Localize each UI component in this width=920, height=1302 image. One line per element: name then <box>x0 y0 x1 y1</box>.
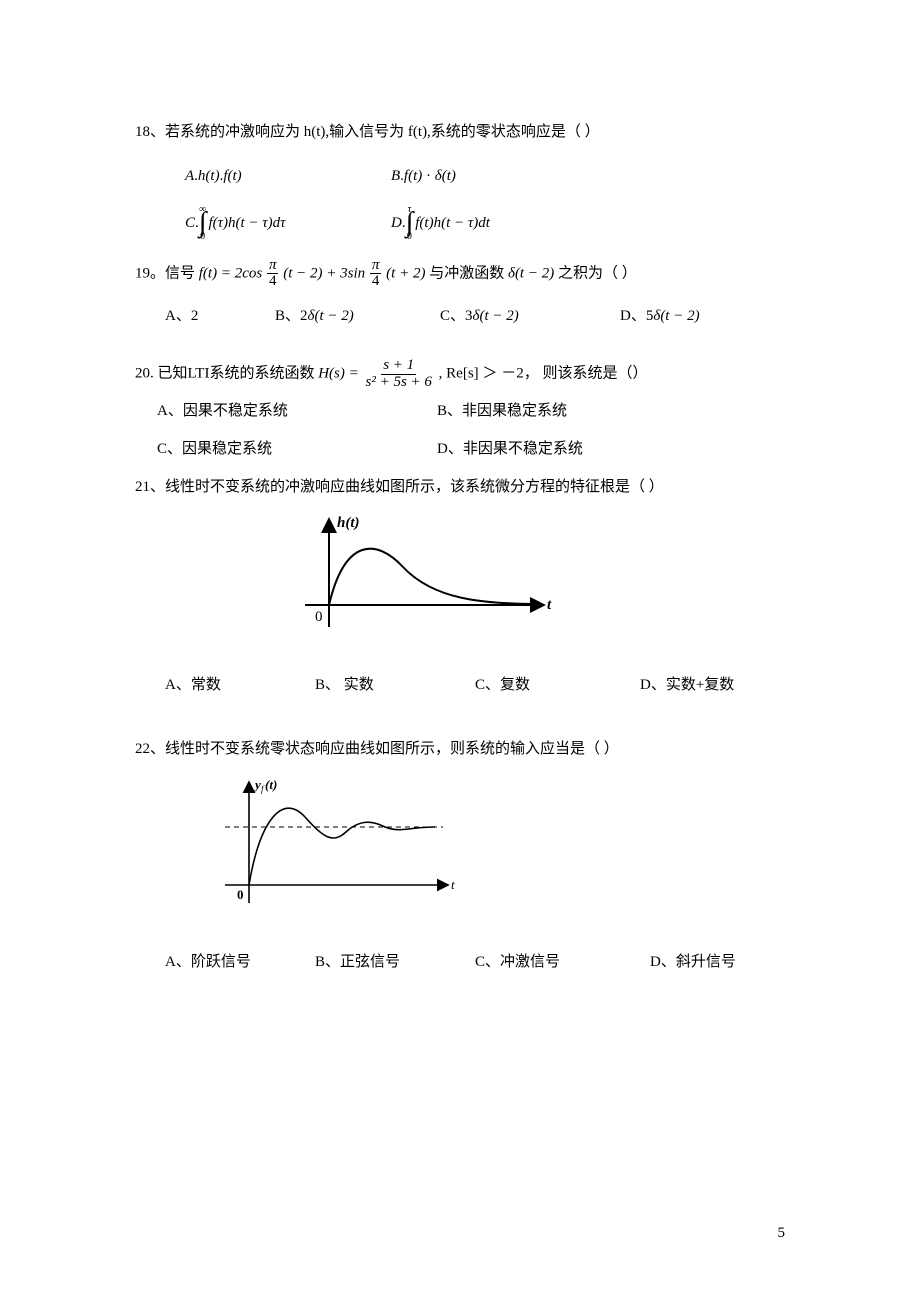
q18-options-block: A . h(t) . f(t) B . f(t) · δ(t) C . <box>185 164 785 240</box>
axis-zero-label: 0 <box>315 609 323 625</box>
q20-neg2: －2， <box>501 366 539 382</box>
zero-state-response-plot-icon: 0 y f (t) t <box>205 771 475 916</box>
q22-stem: 22、线性时不变系统零状态响应曲线如图所示，则系统的输入应当是（ ） <box>135 737 785 761</box>
axis-zero-label: 0 <box>237 887 244 902</box>
q18-optB-lead: B <box>391 164 400 188</box>
q20-comma: , <box>439 366 443 382</box>
q19-options: A、2 B、2δ(t − 2) C、3δ(t − 2) D、5δ(t − 2) <box>165 304 785 328</box>
q22-figure: 0 y f (t) t <box>205 771 785 924</box>
q19-feq: f(t) = 2cos <box>199 265 262 281</box>
q22-optA: A、阶跃信号 <box>165 950 315 974</box>
axis-x-label: t <box>547 597 552 613</box>
q20-optB: B、非因果稳定系统 <box>437 399 567 423</box>
q22-optD: D、斜升信号 <box>650 950 736 974</box>
q20-re: Re[s] <box>446 366 479 382</box>
axis-x-label: t <box>451 877 455 892</box>
integral-icon: τ ∫ 0 <box>406 206 414 240</box>
q18-optC-lead: C <box>185 211 195 235</box>
q21-optA: A、常数 <box>165 673 315 697</box>
q19-arg1: (t − 2) + 3sin <box>283 265 365 281</box>
q21-figure: 0 h(t) t <box>275 509 785 647</box>
q20-options: A、因果不稳定系统 B、非因果稳定系统 C、因果稳定系统 D、非因果不稳定系统 <box>157 399 785 461</box>
q18-optD-lead: D <box>391 211 402 235</box>
q19-pre: 19。信号 <box>135 265 199 281</box>
q22-optC: C、冲激信号 <box>475 950 650 974</box>
q19-post: 之积为（ ） <box>558 265 637 281</box>
q20-post: 则该系统是（） <box>542 366 647 382</box>
q22-options: A、阶跃信号 B、正弦信号 C、冲激信号 D、斜升信号 <box>165 950 785 974</box>
q18-optA-lead: A <box>185 164 194 188</box>
q19-mid: 与冲激函数 <box>429 265 508 281</box>
q19-optA: A、2 <box>165 304 275 328</box>
q19-stem: 19。信号 f(t) = 2cos π 4 (t − 2) + 3sin π 4… <box>135 258 785 291</box>
exam-page: 18、若系统的冲激响应为 h(t),输入信号为 f(t),系统的零状态响应是（ … <box>0 0 920 974</box>
axis-y-label: y <box>253 777 261 792</box>
q22-optB: B、正弦信号 <box>315 950 475 974</box>
q20-optC: C、因果稳定系统 <box>157 437 437 461</box>
q19-arg2: (t + 2) <box>386 265 425 281</box>
q21-optB: B、 实数 <box>315 673 475 697</box>
q21-options: A、常数 B、 实数 C、复数 D、实数+复数 <box>165 673 785 697</box>
q18-stem: 18、若系统的冲激响应为 h(t),输入信号为 f(t),系统的零状态响应是（ … <box>135 120 785 144</box>
integral-icon: ∞ ∫ 0 <box>199 206 207 240</box>
q19-delta: δ(t − 2) <box>508 265 554 281</box>
q21-optC: C、复数 <box>475 673 640 697</box>
q19-optB: B、2δ(t − 2) <box>275 304 440 328</box>
fraction-icon: π 4 <box>267 258 279 291</box>
svg-text:(t): (t) <box>265 777 277 792</box>
fraction-icon: s + 1 s² + 5s + 6 <box>364 358 434 391</box>
q18-optB-expr1: f(t) <box>404 164 422 188</box>
impulse-response-plot-icon: 0 h(t) t <box>275 509 575 639</box>
q18-optA-expr2: f(t) <box>223 164 241 188</box>
q19-optC: C、3δ(t − 2) <box>440 304 620 328</box>
axis-y-label: h(t) <box>337 515 360 531</box>
q18-optC-integrand: f(τ)h(t − τ)dτ <box>208 211 285 235</box>
q19-optD: D、5δ(t − 2) <box>620 304 700 328</box>
q20-optA: A、因果不稳定系统 <box>157 399 437 423</box>
q18-optD-integrand: f(t)h(t − τ)dt <box>415 211 490 235</box>
q21-stem: 21、线性时不变系统的冲激响应曲线如图所示，该系统微分方程的特征根是（ ） <box>135 475 785 499</box>
q18-optB-expr2: δ(t) <box>435 164 456 188</box>
q20-gt: ＞ <box>482 366 497 382</box>
q20-Heq: H(s) = <box>318 366 362 382</box>
page-number: 5 <box>778 1225 786 1242</box>
q21-optD: D、实数+复数 <box>640 673 734 697</box>
fraction-icon: π 4 <box>370 258 382 291</box>
q20-stem: 20. 已知LTI系统的系统函数 H(s) = s + 1 s² + 5s + … <box>135 358 785 391</box>
q20-pre: 20. 已知LTI系统的系统函数 <box>135 366 314 382</box>
q20-optD: D、非因果不稳定系统 <box>437 437 583 461</box>
q18-optA-expr1: h(t) <box>198 164 220 188</box>
